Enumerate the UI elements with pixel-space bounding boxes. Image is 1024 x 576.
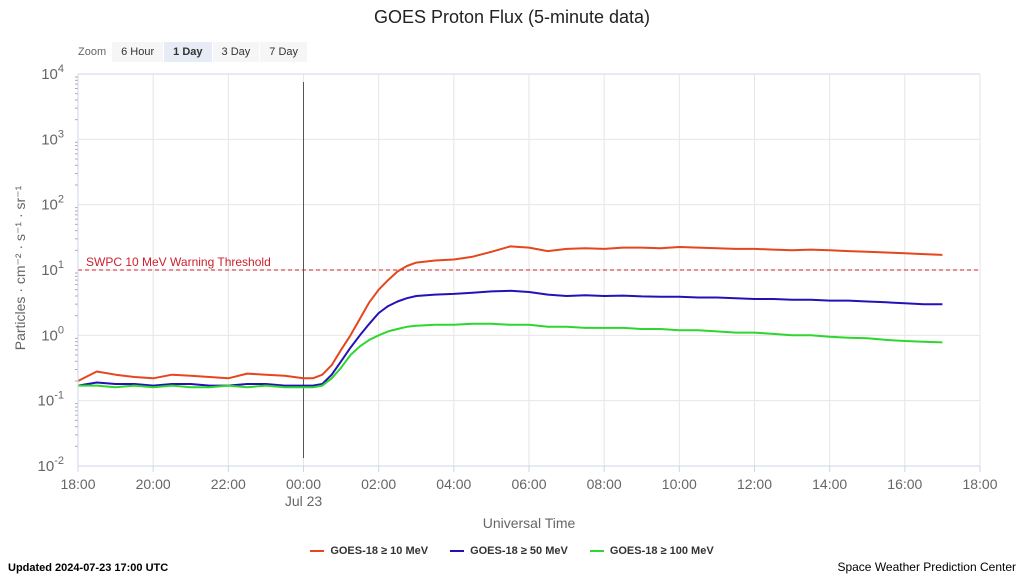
threshold-layer: SWPC 10 MeV Warning Threshold xyxy=(78,255,980,271)
x-tick-sublabel: Jul 23 xyxy=(285,493,323,509)
threshold-label: SWPC 10 MeV Warning Threshold xyxy=(86,255,271,269)
x-tick-label: 04:00 xyxy=(436,476,471,492)
chart-legend: GOES-18 ≥ 10 MeV GOES-18 ≥ 50 MeV GOES-1… xyxy=(0,545,1024,557)
y-tick-label: 101 xyxy=(41,259,64,279)
zoom-button-1-day[interactable]: 1 Day xyxy=(164,42,212,62)
legend-label-100mev: GOES-18 ≥ 100 MeV xyxy=(609,545,714,557)
x-tick-label: 14:00 xyxy=(812,476,847,492)
x-tick-label: 18:00 xyxy=(962,476,997,492)
y-axis-title: Particles · cm⁻² · s⁻¹ · sr⁻¹ xyxy=(12,185,28,350)
chart-title: GOES Proton Flux (5-minute data) xyxy=(373,7,651,27)
credit-text: Space Weather Prediction Center xyxy=(837,560,1016,574)
x-tick-label: 08:00 xyxy=(587,476,622,492)
y-tick-label: 103 xyxy=(41,128,64,148)
legend-swatch-100mev xyxy=(589,550,604,552)
legend-item-100mev[interactable]: GOES-18 ≥ 100 MeV xyxy=(589,545,714,557)
x-tick-label: 22:00 xyxy=(211,476,246,492)
legend-label-50mev: GOES-18 ≥ 50 MeV xyxy=(470,545,568,557)
zoom-button-6-hour[interactable]: 6 Hour xyxy=(112,42,164,62)
x-tick-label: 16:00 xyxy=(887,476,922,492)
series-line-50mev[interactable] xyxy=(77,289,943,387)
y-tick-label: 104 xyxy=(41,63,64,83)
zoom-controls: Zoom 6 Hour 1 Day 3 Day 7 Day xyxy=(78,41,308,63)
x-tick-label: 10:00 xyxy=(662,476,697,492)
x-tick-label: 20:00 xyxy=(136,476,171,492)
legend-swatch-10mev xyxy=(310,550,325,552)
zoom-button-7-day[interactable]: 7 Day xyxy=(260,42,308,62)
x-tick-label: 00:00 xyxy=(286,476,321,492)
updated-timestamp: Updated 2024-07-23 17:00 UTC xyxy=(8,562,169,574)
series-line-10mev[interactable] xyxy=(77,245,943,382)
zoom-button-3-day[interactable]: 3 Day xyxy=(212,42,260,62)
x-tick-label: 18:00 xyxy=(60,476,95,492)
y-tick-label: 100 xyxy=(41,324,64,344)
y-tick-label: 102 xyxy=(41,194,64,214)
x-tick-label: 06:00 xyxy=(511,476,546,492)
x-tick-label: 12:00 xyxy=(737,476,772,492)
x-tick-label: 02:00 xyxy=(361,476,396,492)
legend-item-50mev[interactable]: GOES-18 ≥ 50 MeV xyxy=(450,545,568,557)
series-line-100mev[interactable] xyxy=(78,322,943,389)
axis-layer: 10-2 10-1 100 101 102 103 104 18:00 20:00 22:00 00… xyxy=(12,63,998,531)
legend-label-10mev: GOES-18 ≥ 10 MeV xyxy=(330,545,429,557)
x-axis-title: Universal Time xyxy=(483,515,576,531)
legend-swatch-50mev xyxy=(450,550,465,552)
y-tick-label: 10-1 xyxy=(38,390,64,410)
series-layer[interactable] xyxy=(77,245,943,389)
legend-item-10mev[interactable]: GOES-18 ≥ 10 MeV xyxy=(310,545,428,557)
y-tick-label: 10-2 xyxy=(38,455,64,475)
zoom-label: Zoom xyxy=(78,46,107,58)
